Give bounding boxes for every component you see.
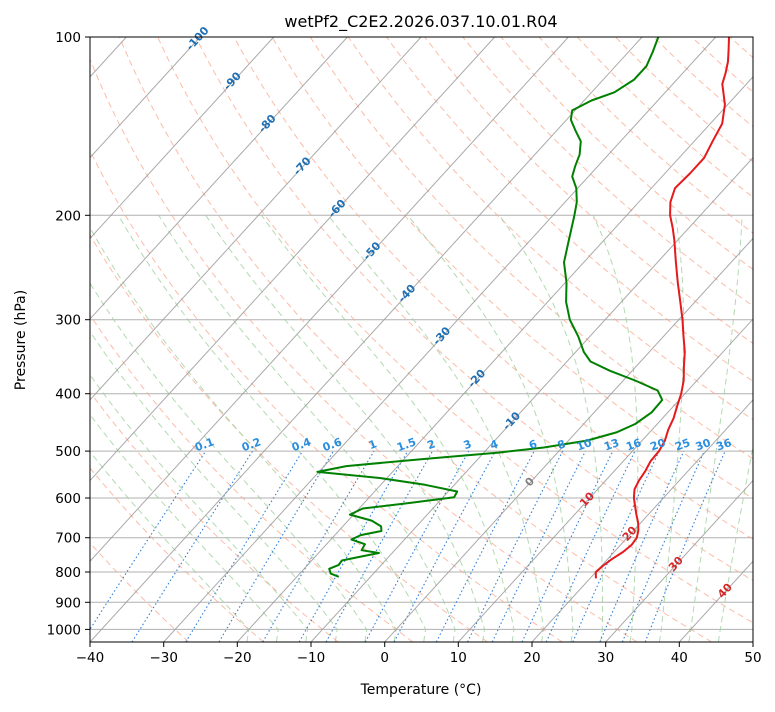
x-tick-label: 0 [380,650,389,666]
y-tick-label: 1000 [47,622,81,638]
x-tick-label: 20 [523,650,540,666]
x-tick-label: 50 [744,650,761,666]
x-tick-label: −10 [297,650,326,666]
x-tick-label: 30 [597,650,614,666]
x-tick-label: 10 [450,650,467,666]
y-tick-label: 200 [55,208,81,224]
y-tick-label: 800 [55,565,81,581]
y-tick-label: 600 [55,491,81,507]
x-tick-label: −30 [149,650,178,666]
x-tick-label: −20 [223,650,252,666]
x-tick-label: −40 [76,650,105,666]
y-tick-label: 500 [55,444,81,460]
y-tick-label: 900 [55,595,81,611]
y-tick-label: 300 [55,313,81,329]
y-tick-label: 100 [55,30,81,46]
x-axis-label: Temperature (°C) [360,682,482,698]
y-tick-label: 700 [55,531,81,547]
chart-title: wetPf2_C2E2.2026.037.10.01.R04 [284,12,557,32]
y-tick-label: 400 [55,387,81,403]
y-axis-label: Pressure (hPa) [13,290,29,390]
x-tick-label: 40 [671,650,688,666]
